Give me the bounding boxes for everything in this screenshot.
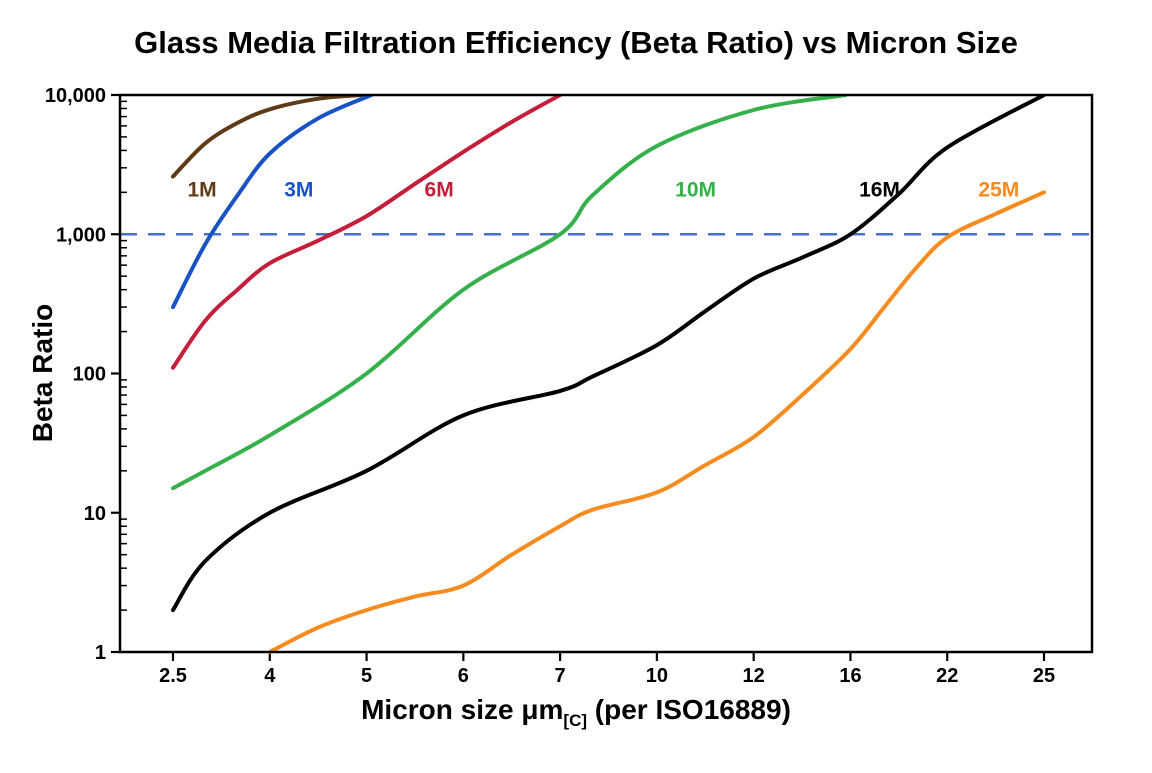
x-axis-label-main: Micron size μm xyxy=(361,694,563,725)
x-tick-label: 4 xyxy=(264,665,276,687)
series-curves xyxy=(171,95,1046,654)
series-label-1M: 1M xyxy=(187,178,216,201)
x-tick-label: 12 xyxy=(743,665,765,687)
y-tick-label: 100 xyxy=(73,364,106,386)
x-axis-label-suffix: (per ISO16889) xyxy=(587,694,791,725)
chart-title: Glass Media Filtration Efficiency (Beta … xyxy=(134,25,1018,60)
x-tick-label: 2.5 xyxy=(159,665,187,687)
series-label-3M: 3M xyxy=(284,178,313,201)
x-tick-label: 16 xyxy=(839,665,861,687)
series-label-10M: 10M xyxy=(675,178,716,201)
y-axis-label: Beta Ratio xyxy=(27,304,58,442)
plot-area: 1 10 100 1,000 10,000 2.5 4 5 6 7 10 12 16 22 25 1M 3M 6M… xyxy=(45,85,1094,687)
series-line-3M xyxy=(171,95,374,310)
y-tick-label: 10 xyxy=(84,503,106,525)
x-axis-label: Micron size μm[C] (per ISO16889) xyxy=(361,694,791,730)
series-label-16M: 16M xyxy=(859,178,900,201)
series-label-25M: 25M xyxy=(978,178,1019,201)
y-tick-label: 10,000 xyxy=(45,85,106,107)
series-line-6M xyxy=(171,95,563,370)
y-tick-label: 1 xyxy=(95,642,106,664)
series-line-10M xyxy=(171,95,848,491)
x-tick-label: 10 xyxy=(646,665,668,687)
series-line-1M xyxy=(171,95,364,179)
y-tick-label: 1,000 xyxy=(56,224,106,246)
x-tick-label: 6 xyxy=(458,665,469,687)
series-line-25M xyxy=(267,190,1046,654)
series-label-6M: 6M xyxy=(425,178,454,201)
series-line-16M xyxy=(171,95,1046,613)
x-tick-label: 7 xyxy=(555,665,566,687)
x-tick-label: 25 xyxy=(1033,665,1055,687)
x-tick-label: 22 xyxy=(936,665,958,687)
x-axis-label-subscript: [C] xyxy=(563,711,587,730)
x-tick-label: 5 xyxy=(361,665,372,687)
plot-frame xyxy=(118,93,1094,654)
